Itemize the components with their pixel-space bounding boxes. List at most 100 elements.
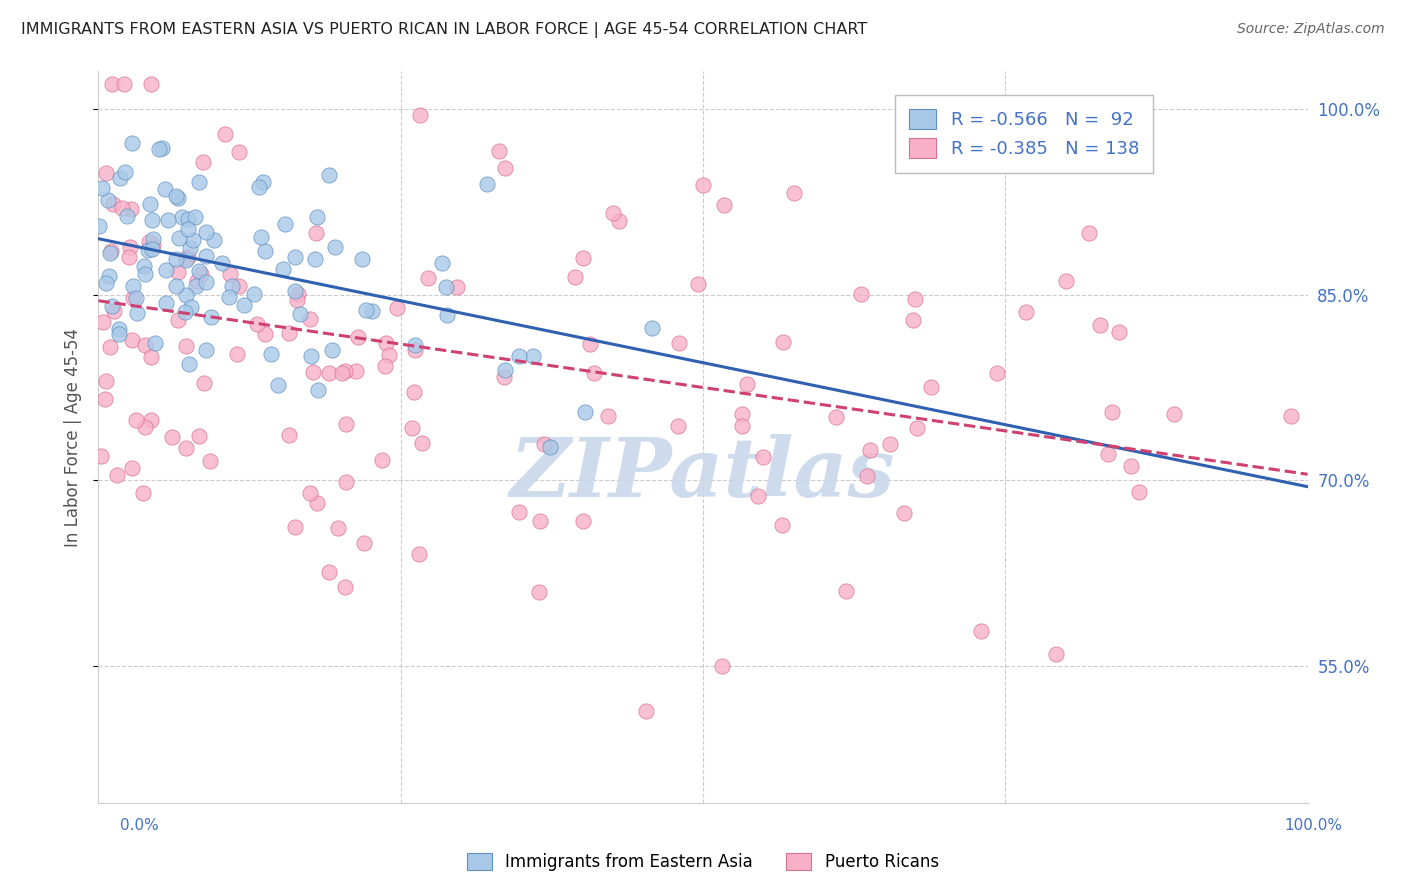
Point bbox=[167, 231, 190, 245]
Point bbox=[139, 197, 162, 211]
Point bbox=[824, 410, 846, 425]
Point bbox=[713, 198, 735, 212]
Point bbox=[260, 347, 283, 361]
Point bbox=[352, 252, 374, 267]
Point bbox=[198, 454, 221, 468]
Point bbox=[901, 312, 924, 326]
Point bbox=[446, 280, 468, 294]
Point bbox=[578, 336, 600, 351]
Text: 100.0%: 100.0% bbox=[1285, 818, 1343, 832]
Point bbox=[90, 450, 112, 464]
Point bbox=[174, 251, 197, 265]
Point bbox=[174, 288, 197, 302]
Point bbox=[404, 343, 426, 357]
Point bbox=[287, 286, 309, 301]
Point bbox=[87, 219, 110, 234]
Point bbox=[299, 349, 322, 363]
Point bbox=[139, 413, 162, 427]
Point bbox=[378, 348, 401, 362]
Point bbox=[186, 279, 208, 293]
Point bbox=[752, 450, 775, 465]
Point bbox=[335, 475, 357, 490]
Point bbox=[361, 304, 384, 318]
Point bbox=[1108, 325, 1130, 339]
Point bbox=[904, 293, 927, 307]
Point bbox=[153, 182, 176, 196]
Point bbox=[97, 194, 120, 208]
Point bbox=[277, 326, 299, 340]
Point bbox=[120, 202, 142, 217]
Point bbox=[572, 251, 595, 265]
Point bbox=[132, 259, 155, 273]
Point bbox=[305, 226, 328, 240]
Y-axis label: In Labor Force | Age 45-54: In Labor Force | Age 45-54 bbox=[65, 327, 83, 547]
Point bbox=[330, 366, 353, 380]
Point bbox=[134, 267, 156, 281]
Point bbox=[374, 359, 396, 374]
Point bbox=[98, 269, 121, 284]
Point bbox=[375, 336, 398, 351]
Point bbox=[103, 303, 125, 318]
Point bbox=[167, 313, 190, 327]
Point bbox=[177, 250, 200, 264]
Point bbox=[120, 240, 142, 254]
Point bbox=[162, 430, 184, 444]
Point bbox=[299, 312, 322, 326]
Point bbox=[494, 161, 516, 175]
Point bbox=[193, 376, 215, 391]
Point bbox=[416, 270, 439, 285]
Point bbox=[1128, 484, 1150, 499]
Point bbox=[602, 205, 624, 219]
Point bbox=[1015, 305, 1038, 319]
Point bbox=[221, 279, 243, 293]
Legend: R = -0.566   N =  92, R = -0.385   N = 138: R = -0.566 N = 92, R = -0.385 N = 138 bbox=[894, 95, 1153, 173]
Point bbox=[254, 327, 277, 342]
Point bbox=[318, 366, 340, 380]
Point bbox=[1101, 405, 1123, 419]
Point bbox=[564, 269, 586, 284]
Point bbox=[686, 277, 709, 291]
Point bbox=[122, 279, 145, 293]
Point bbox=[108, 171, 131, 186]
Point bbox=[136, 243, 159, 257]
Point bbox=[173, 304, 195, 318]
Point bbox=[333, 364, 356, 378]
Point bbox=[186, 274, 208, 288]
Point bbox=[98, 340, 121, 354]
Point bbox=[641, 320, 664, 334]
Point bbox=[335, 417, 357, 431]
Point bbox=[211, 255, 233, 269]
Point bbox=[233, 298, 256, 312]
Point bbox=[770, 518, 793, 533]
Point bbox=[583, 366, 606, 380]
Point bbox=[1045, 647, 1067, 661]
Point bbox=[284, 284, 307, 298]
Point bbox=[250, 230, 273, 244]
Text: IMMIGRANTS FROM EASTERN ASIA VS PUERTO RICAN IN LABOR FORCE | AGE 45-54 CORRELAT: IMMIGRANTS FROM EASTERN ASIA VS PUERTO R… bbox=[21, 22, 868, 38]
Point bbox=[125, 291, 148, 305]
Point bbox=[141, 242, 163, 256]
Point bbox=[328, 521, 350, 535]
Point bbox=[344, 364, 367, 378]
Point bbox=[155, 295, 177, 310]
Point bbox=[596, 409, 619, 423]
Point bbox=[508, 349, 530, 363]
Point bbox=[920, 380, 942, 394]
Point bbox=[96, 166, 118, 180]
Point bbox=[111, 201, 134, 215]
Point bbox=[219, 267, 242, 281]
Point bbox=[274, 217, 297, 231]
Point bbox=[318, 565, 340, 579]
Point bbox=[141, 77, 163, 91]
Point bbox=[475, 177, 498, 191]
Point bbox=[401, 421, 423, 435]
Point bbox=[285, 293, 308, 308]
Point bbox=[436, 308, 458, 322]
Point bbox=[108, 327, 131, 342]
Point bbox=[905, 421, 928, 435]
Point bbox=[100, 244, 122, 259]
Point bbox=[194, 275, 217, 289]
Point bbox=[288, 307, 311, 321]
Point bbox=[731, 407, 754, 421]
Point bbox=[195, 249, 218, 263]
